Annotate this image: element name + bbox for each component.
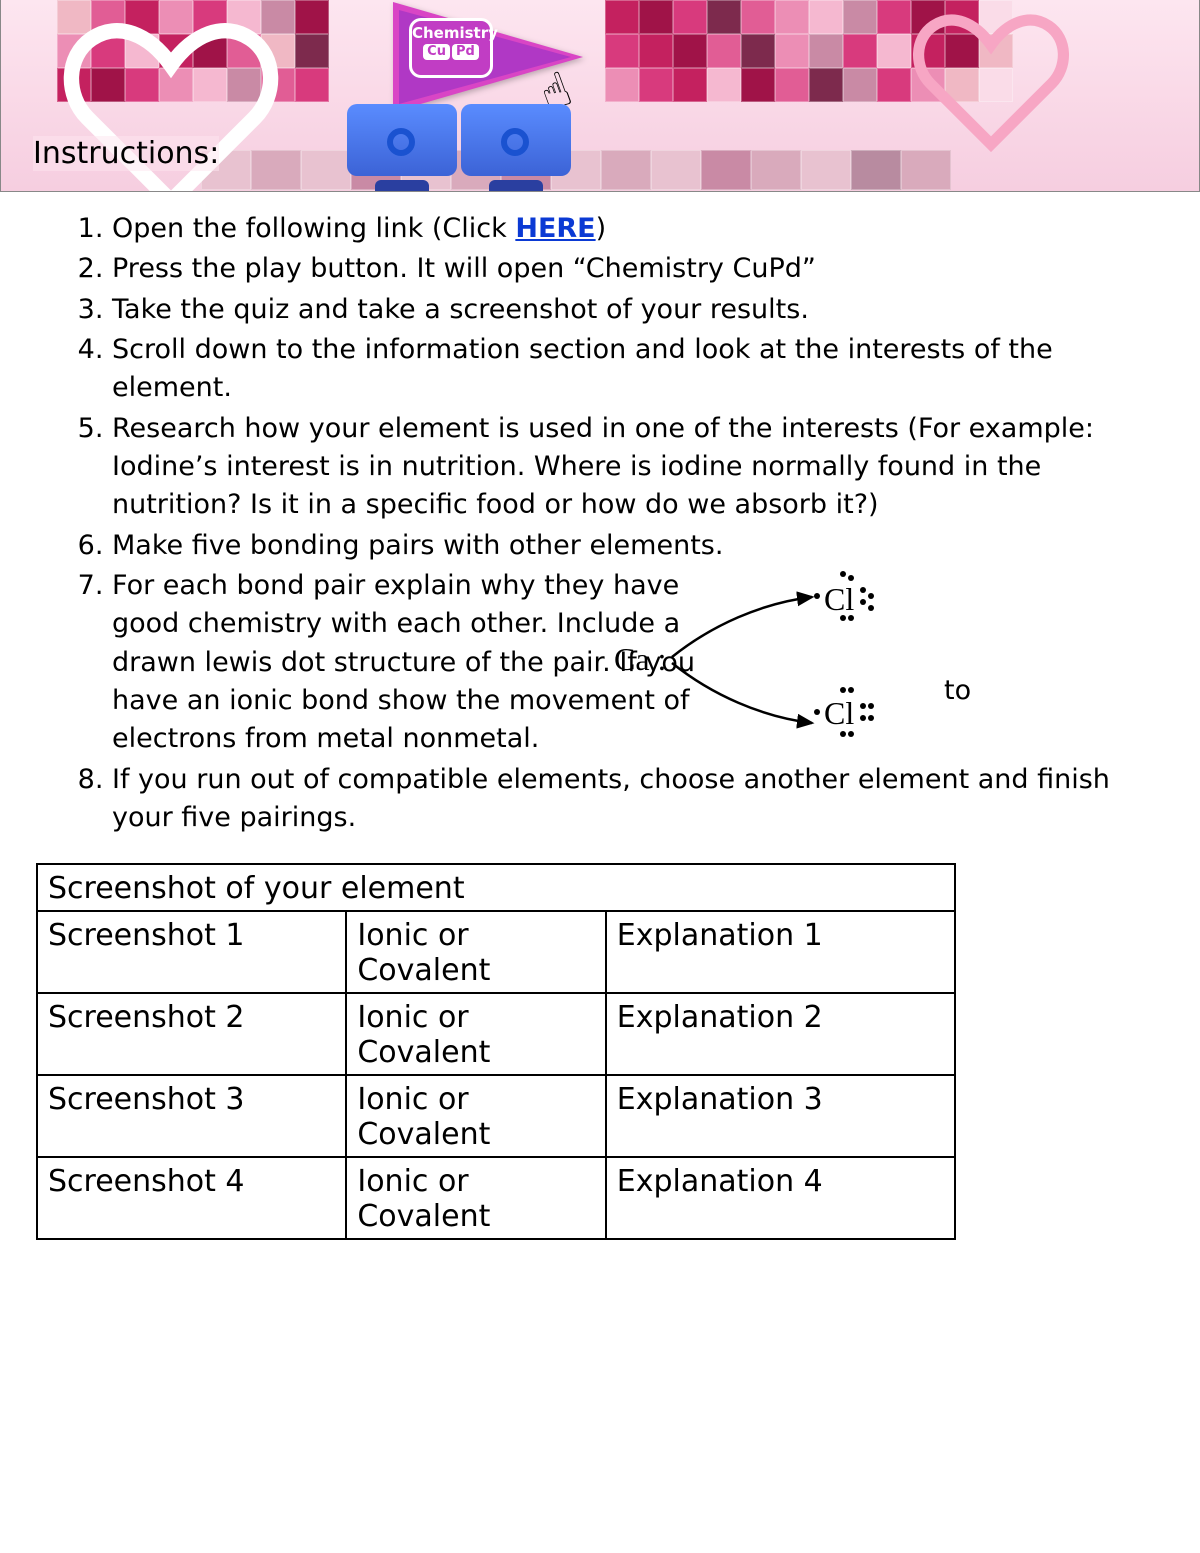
cell-bondtype: Ionic or Covalent [346, 911, 605, 993]
lewis-dot-diagram: Ca : Cl Cl [614, 575, 934, 745]
worksheet-table: Screenshot of your element Screenshot 1 … [36, 863, 956, 1240]
cell-explanation: Explanation 4 [606, 1157, 955, 1239]
step-4: Scroll down to the information section a… [112, 331, 1144, 408]
cell-explanation: Explanation 3 [606, 1075, 955, 1157]
decor-grid-left [57, 0, 329, 102]
step-8: If you run out of compatible elements, c… [112, 761, 1144, 838]
table-row: Screenshot 2 Ionic or Covalent Explanati… [37, 993, 955, 1075]
badge-title: Chemistry [412, 24, 498, 42]
header-banner: Chemistry CuPd ☝ Instructions: [0, 0, 1200, 192]
table-row: Screenshot 3 Ionic or Covalent Explanati… [37, 1075, 955, 1157]
cell-bondtype: Ionic or Covalent [346, 993, 605, 1075]
cell-explanation: Explanation 2 [606, 993, 955, 1075]
electron-arrow-icon [662, 585, 832, 735]
table-row: Screenshot 4 Ionic or Covalent Explanati… [37, 1157, 955, 1239]
cell-explanation: Explanation 1 [606, 911, 955, 993]
cell-bondtype: Ionic or Covalent [346, 1157, 605, 1239]
step-3: Take the quiz and take a screenshot of y… [112, 291, 1144, 329]
decor-grid-bottom [201, 150, 951, 190]
robot-icon [461, 104, 571, 192]
cell-screenshot: Screenshot 2 [37, 993, 346, 1075]
cell-bondtype: Ionic or Covalent [346, 1075, 605, 1157]
badge-element-pd: Pd [452, 44, 479, 60]
instructions-heading: Instructions: [33, 136, 219, 171]
robot-icon [347, 104, 457, 192]
step-1-text-a: Open the following link (Click [112, 213, 515, 244]
here-link[interactable]: HERE [515, 213, 595, 244]
instructions-list: Open the following link (Click HERE) Pre… [56, 210, 1144, 837]
step-7-trailing-to: to [944, 675, 971, 706]
lewis-ca-label: Ca : [614, 641, 666, 678]
decor-grid-right [605, 0, 1013, 102]
table-row: Screenshot 1 Ionic or Covalent Explanati… [37, 911, 955, 993]
step-6: Make five bonding pairs with other eleme… [112, 527, 1144, 565]
chemistry-cupd-badge: Chemistry CuPd [409, 18, 493, 78]
step-1: Open the following link (Click HERE) [112, 210, 1144, 248]
instructions-body: Open the following link (Click HERE) Pre… [0, 192, 1200, 837]
cell-screenshot: Screenshot 1 [37, 911, 346, 993]
step-2: Press the play button. It will open “Che… [112, 250, 1144, 288]
step-1-text-b: ) [596, 213, 607, 244]
cell-screenshot: Screenshot 3 [37, 1075, 346, 1157]
badge-element-cu: Cu [423, 44, 450, 60]
table-header: Screenshot of your element [37, 864, 955, 911]
cell-screenshot: Screenshot 4 [37, 1157, 346, 1239]
step-5: Research how your element is used in one… [112, 410, 1144, 525]
